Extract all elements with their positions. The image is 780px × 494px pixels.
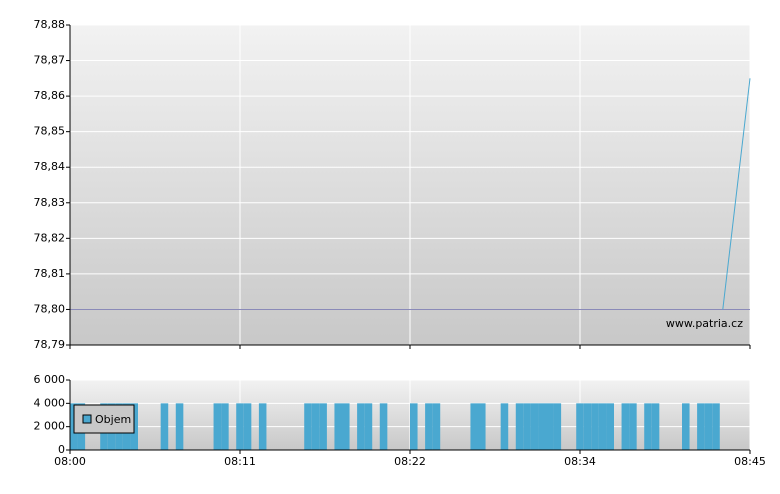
y-tick-label: 78,83	[34, 196, 66, 209]
volume-bar	[379, 403, 388, 450]
volume-bar	[629, 403, 637, 450]
volume-bar	[583, 403, 592, 450]
volume-bar	[243, 403, 252, 450]
legend-swatch	[82, 414, 92, 424]
y-tick-label: 78,85	[34, 125, 66, 138]
volume-bar	[606, 403, 614, 450]
y-tick-label: 78,84	[34, 160, 66, 173]
volume-bar	[334, 403, 342, 450]
volume-bar	[553, 403, 562, 450]
y-tick-label: 2 000	[34, 420, 66, 433]
volume-bar	[342, 403, 350, 450]
x-tick-label: 08:00	[54, 455, 86, 468]
volume-bar	[712, 403, 720, 450]
volume-bar	[236, 403, 244, 450]
price-line	[722, 78, 751, 310]
volume-bar	[651, 403, 660, 450]
volume-bar	[682, 403, 690, 450]
y-tick-label: 78,82	[34, 231, 66, 244]
volume-bar	[410, 403, 418, 450]
x-tick-label: 08:45	[734, 455, 766, 468]
y-tick-label: 78,80	[34, 302, 66, 315]
x-tick-label: 08:34	[564, 455, 596, 468]
x-tick-label: 08:11	[224, 455, 256, 468]
y-tick-label: 78,87	[34, 54, 66, 67]
volume-bar	[470, 403, 478, 450]
volume-bar	[425, 403, 433, 450]
volume-bar	[538, 403, 546, 450]
volume-bar	[530, 403, 539, 450]
volume-bar	[258, 403, 267, 450]
volume-bar	[591, 403, 599, 450]
volume-bar	[500, 403, 509, 450]
volume-bar	[175, 403, 184, 450]
volume-bar	[697, 403, 705, 450]
volume-bar	[364, 403, 373, 450]
volume-bar	[311, 403, 320, 450]
watermark: www.patria.cz	[666, 317, 743, 330]
volume-bar	[160, 403, 169, 450]
volume-bar	[319, 403, 327, 450]
volume-bar	[432, 403, 441, 450]
volume-bar	[546, 403, 554, 450]
y-tick-label: 0	[58, 443, 65, 456]
y-tick-label: 4 000	[34, 396, 66, 409]
volume-bar	[515, 403, 524, 450]
y-tick-label: 78,79	[34, 338, 66, 351]
volume-bar	[621, 403, 630, 450]
y-tick-label: 78,81	[34, 267, 66, 280]
volume-bar	[523, 403, 531, 450]
legend-label: Objem	[95, 413, 131, 426]
volume-bar	[221, 403, 229, 450]
volume-bar	[576, 403, 584, 450]
y-tick-label: 78,86	[34, 89, 66, 102]
volume-bar	[644, 403, 652, 450]
y-tick-label: 78,88	[34, 18, 66, 31]
volume-bar	[598, 403, 607, 450]
volume-bar	[704, 403, 713, 450]
x-tick-label: 08:22	[394, 455, 426, 468]
volume-bar	[304, 403, 312, 450]
volume-bar	[478, 403, 486, 450]
volume-bar	[213, 403, 222, 450]
volume-bar	[357, 403, 365, 450]
y-tick-label: 6 000	[34, 373, 66, 386]
